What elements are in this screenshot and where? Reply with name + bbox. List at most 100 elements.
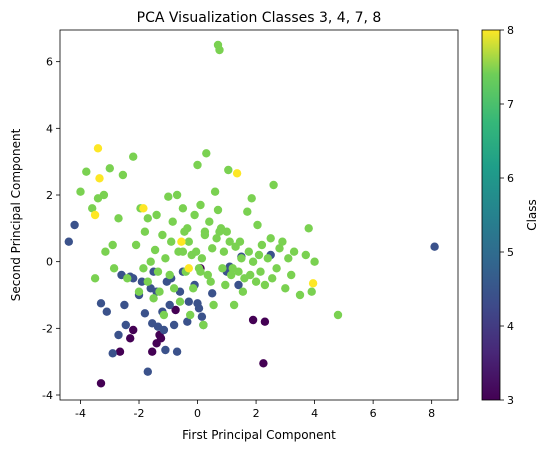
scatter-point-class-7 xyxy=(114,214,123,223)
scatter-point-class-7 xyxy=(129,152,138,161)
scatter-point-class-7 xyxy=(169,284,179,293)
scatter-point-class-8 xyxy=(184,264,193,273)
scatter-point-class-7 xyxy=(272,264,281,273)
scatter-point-class-4 xyxy=(208,289,217,298)
scatter-point-class-7 xyxy=(175,297,185,306)
scatter-point-class-7 xyxy=(155,287,164,296)
scatter-point-class-8 xyxy=(177,237,186,246)
scatter-point-class-7 xyxy=(76,187,85,196)
scatter-point-class-8 xyxy=(308,279,318,288)
scatter-point-class-7 xyxy=(260,280,270,290)
scatter-point-class-7 xyxy=(234,267,243,276)
scatter-point-class-7 xyxy=(209,300,218,310)
scatter-point-class-7 xyxy=(246,270,255,280)
scatter-point-class-7 xyxy=(197,254,207,263)
scatter-point-class-4 xyxy=(183,317,192,326)
scatter-point-class-8 xyxy=(139,204,148,213)
scatter-point-class-7 xyxy=(248,257,258,266)
plot-frame xyxy=(59,29,459,401)
scatter-point-class-4 xyxy=(129,274,138,283)
scatter-point-class-7 xyxy=(257,240,267,250)
scatter-point-class-7 xyxy=(199,320,208,330)
scatter-point-class-4 xyxy=(197,312,207,321)
scatter-point-class-7 xyxy=(251,277,261,286)
scatter-point-class-7 xyxy=(218,264,227,273)
scatter-point-class-7 xyxy=(168,217,177,226)
scatter-point-class-7 xyxy=(229,300,239,310)
x-tick-label: 0 xyxy=(194,407,201,420)
scatter-point-class-4 xyxy=(172,347,182,356)
scatter-point-class-7 xyxy=(254,250,264,260)
scatter-point-class-7 xyxy=(193,160,202,170)
colorbar-tick-label: 3 xyxy=(507,394,514,407)
x-tick-label: -4 xyxy=(75,407,86,420)
scatter-point-class-7 xyxy=(269,180,278,190)
scatter-point-class-7 xyxy=(90,274,100,283)
scatter-point-class-4 xyxy=(102,307,112,316)
scatter-point-class-7 xyxy=(153,267,163,276)
scatter-point-class-4 xyxy=(161,345,170,355)
scatter-point-class-7 xyxy=(203,270,212,280)
scatter-point-class-4 xyxy=(121,320,130,330)
scatter-point-class-3 xyxy=(126,334,135,343)
scatter-point-class-4 xyxy=(194,304,204,313)
scatter-point-class-3 xyxy=(96,379,106,388)
scatter-point-class-7 xyxy=(131,240,141,250)
scatter-point-class-7 xyxy=(237,254,246,263)
scatter-points xyxy=(64,40,439,388)
scatter-point-class-7 xyxy=(167,237,176,246)
scatter-point-class-7 xyxy=(150,245,160,255)
colorbar xyxy=(481,29,501,401)
colorbar-tick-label: 5 xyxy=(507,246,514,259)
scatter-point-class-7 xyxy=(215,227,224,236)
scatter-point-class-7 xyxy=(149,294,158,303)
colorbar-tick-label: 6 xyxy=(507,172,514,185)
colorbar-tick-label: 4 xyxy=(507,320,514,333)
scatter-point-class-4 xyxy=(184,297,193,306)
scatter-point-class-7 xyxy=(304,224,313,233)
chart-title: PCA Visualization Classes 3, 4, 7, 8 xyxy=(137,10,382,26)
scatter-point-class-7 xyxy=(164,192,173,201)
y-tick-label: 2 xyxy=(46,189,53,202)
scatter-point-class-4 xyxy=(70,220,79,230)
scatter-point-class-7 xyxy=(196,267,205,276)
scatter-point-class-8 xyxy=(93,144,103,153)
scatter-point-class-7 xyxy=(146,257,155,266)
scatter-point-class-4 xyxy=(169,320,179,330)
y-axis-ticks: -4 -2 0 2 4 6 xyxy=(42,56,60,402)
scatter-point-class-4 xyxy=(165,300,174,310)
scatter-point-class-7 xyxy=(186,310,195,320)
x-axis-label: First Principal Component xyxy=(182,428,336,442)
scatter-point-class-7 xyxy=(143,214,152,223)
scatter-point-class-7 xyxy=(235,237,245,246)
x-tick-label: 2 xyxy=(253,407,260,420)
y-tick-label: 6 xyxy=(46,56,53,69)
scatter-point-class-7 xyxy=(208,244,217,253)
scatter-point-class-7 xyxy=(159,310,169,320)
scatter-point-class-4 xyxy=(108,349,117,358)
scatter-point-class-7 xyxy=(268,274,277,283)
scatter-point-class-7 xyxy=(307,287,316,296)
scatter-point-class-7 xyxy=(295,290,305,300)
x-axis-ticks: -4 -2 0 2 4 6 8 xyxy=(75,400,435,420)
scatter-point-class-7 xyxy=(333,310,343,320)
scatter-point-class-7 xyxy=(183,224,192,233)
scatter-point-class-3 xyxy=(260,317,270,326)
y-axis-label: Second Principal Component xyxy=(9,128,23,301)
scatter-point-class-4 xyxy=(64,237,74,246)
scatter-point-class-7 xyxy=(109,264,119,273)
scatter-point-class-3 xyxy=(259,359,268,368)
scatter-point-class-7 xyxy=(247,194,256,203)
scatter-point-class-7 xyxy=(210,187,220,196)
scatter-point-class-7 xyxy=(256,267,265,276)
scatter-point-class-7 xyxy=(140,227,150,236)
scatter-point-class-7 xyxy=(165,270,174,280)
scatter-point-class-7 xyxy=(190,210,199,220)
scatter-point-class-7 xyxy=(178,247,188,256)
scatter-point-class-7 xyxy=(289,247,299,256)
scatter-point-class-8 xyxy=(232,169,242,178)
colorbar-tick-label: 7 xyxy=(507,98,514,111)
colorbar-tick-label: 8 xyxy=(507,24,514,37)
scatter-point-class-7 xyxy=(118,170,128,180)
